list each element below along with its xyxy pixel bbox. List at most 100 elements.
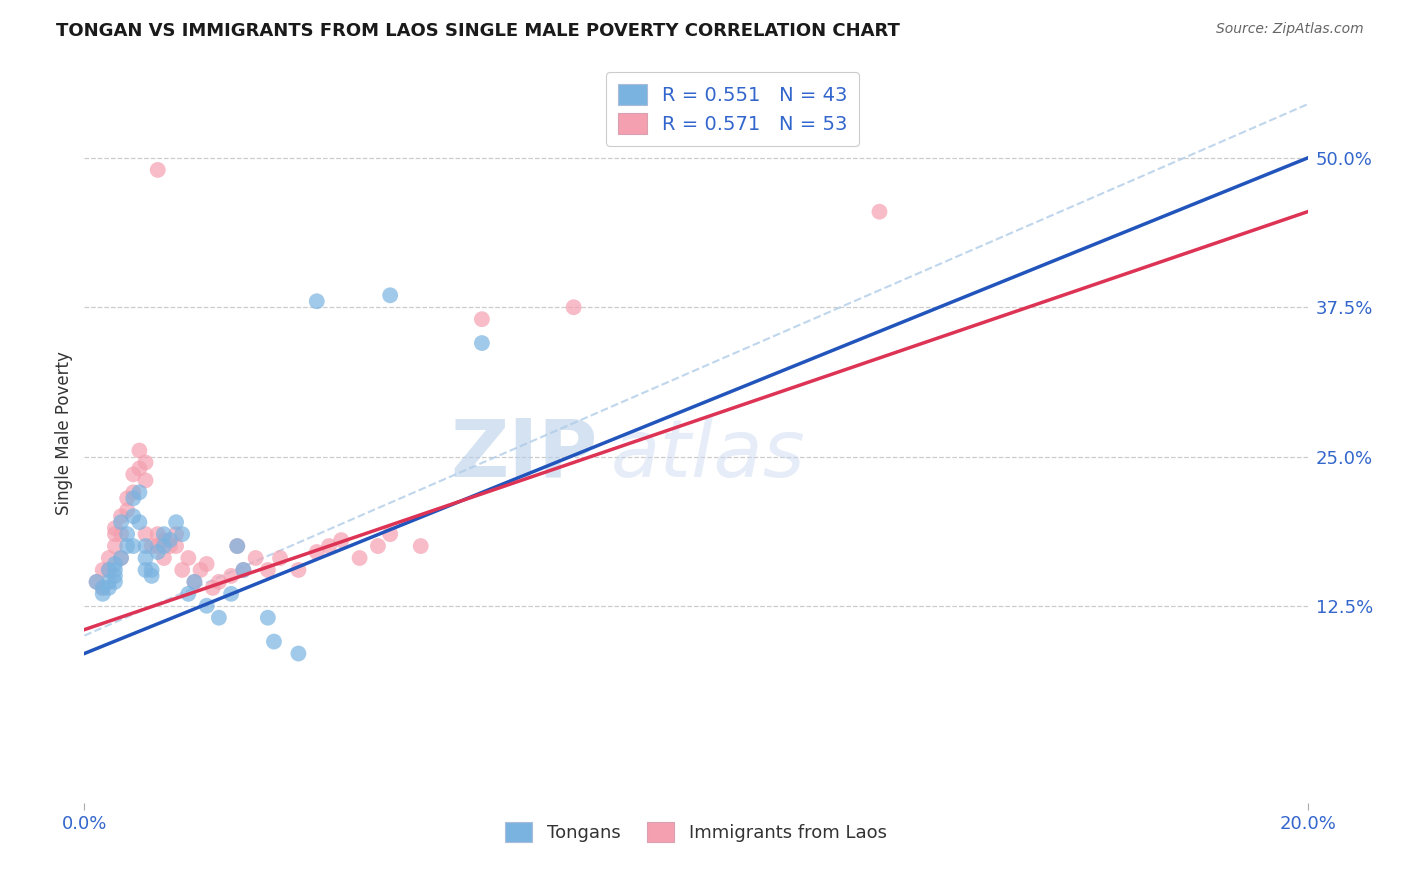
- Point: [208, 574, 231, 589]
- Point: [146, 545, 169, 559]
- Point: [135, 527, 157, 541]
- Point: [122, 491, 145, 506]
- Point: [153, 539, 176, 553]
- Point: [97, 574, 120, 589]
- Point: [110, 515, 132, 529]
- Point: [219, 587, 242, 601]
- Point: [115, 539, 138, 553]
- Point: [135, 455, 157, 469]
- Point: [146, 162, 169, 177]
- Point: [110, 551, 132, 566]
- Point: [177, 551, 200, 566]
- Point: [135, 474, 157, 488]
- Point: [110, 527, 132, 541]
- Point: [190, 563, 212, 577]
- Point: [269, 551, 291, 566]
- Point: [172, 527, 194, 541]
- Point: [330, 533, 353, 547]
- Point: [318, 539, 340, 553]
- Point: [104, 563, 127, 577]
- Point: [115, 527, 138, 541]
- Point: [97, 581, 120, 595]
- Point: [122, 539, 145, 553]
- Point: [226, 539, 249, 553]
- Point: [159, 533, 181, 547]
- Point: [305, 294, 328, 309]
- Point: [349, 551, 371, 566]
- Point: [869, 204, 891, 219]
- Point: [183, 574, 205, 589]
- Point: [104, 557, 127, 571]
- Point: [219, 569, 242, 583]
- Point: [135, 551, 157, 566]
- Point: [104, 569, 127, 583]
- Point: [97, 563, 120, 577]
- Point: [115, 491, 138, 506]
- Point: [165, 539, 187, 553]
- Point: [135, 563, 157, 577]
- Point: [122, 467, 145, 482]
- Text: Source: ZipAtlas.com: Source: ZipAtlas.com: [1216, 22, 1364, 37]
- Point: [380, 288, 402, 302]
- Point: [165, 527, 187, 541]
- Point: [97, 563, 120, 577]
- Point: [115, 503, 138, 517]
- Text: ZIP: ZIP: [451, 416, 598, 494]
- Point: [195, 557, 218, 571]
- Point: [104, 521, 127, 535]
- Point: [208, 610, 231, 624]
- Point: [232, 563, 254, 577]
- Point: [141, 569, 163, 583]
- Point: [232, 563, 254, 577]
- Point: [380, 527, 402, 541]
- Point: [128, 485, 150, 500]
- Text: atlas: atlas: [610, 416, 806, 494]
- Point: [97, 551, 120, 566]
- Point: [110, 509, 132, 524]
- Point: [409, 539, 432, 553]
- Point: [128, 515, 150, 529]
- Point: [104, 527, 127, 541]
- Point: [153, 533, 176, 547]
- Text: TONGAN VS IMMIGRANTS FROM LAOS SINGLE MALE POVERTY CORRELATION CHART: TONGAN VS IMMIGRANTS FROM LAOS SINGLE MA…: [56, 22, 900, 40]
- Legend: Tongans, Immigrants from Laos: Tongans, Immigrants from Laos: [498, 815, 894, 849]
- Point: [91, 581, 114, 595]
- Point: [153, 527, 176, 541]
- Point: [91, 587, 114, 601]
- Point: [128, 443, 150, 458]
- Point: [257, 610, 280, 624]
- Point: [287, 647, 309, 661]
- Point: [104, 574, 127, 589]
- Point: [177, 587, 200, 601]
- Point: [201, 581, 224, 595]
- Point: [165, 515, 187, 529]
- Point: [141, 539, 163, 553]
- Point: [153, 551, 176, 566]
- Point: [135, 539, 157, 553]
- Point: [562, 300, 585, 314]
- Point: [104, 539, 127, 553]
- Point: [122, 485, 145, 500]
- Point: [128, 461, 150, 475]
- Point: [263, 634, 285, 648]
- Point: [257, 563, 280, 577]
- Point: [183, 574, 205, 589]
- Point: [110, 551, 132, 566]
- Point: [172, 563, 194, 577]
- Point: [159, 539, 181, 553]
- Point: [195, 599, 218, 613]
- Point: [91, 581, 114, 595]
- Point: [471, 336, 494, 351]
- Point: [91, 563, 114, 577]
- Point: [86, 574, 108, 589]
- Point: [471, 312, 494, 326]
- Point: [245, 551, 267, 566]
- Point: [122, 509, 145, 524]
- Point: [146, 527, 169, 541]
- Point: [367, 539, 389, 553]
- Point: [146, 539, 169, 553]
- Point: [141, 563, 163, 577]
- Point: [226, 539, 249, 553]
- Point: [287, 563, 309, 577]
- Y-axis label: Single Male Poverty: Single Male Poverty: [55, 351, 73, 515]
